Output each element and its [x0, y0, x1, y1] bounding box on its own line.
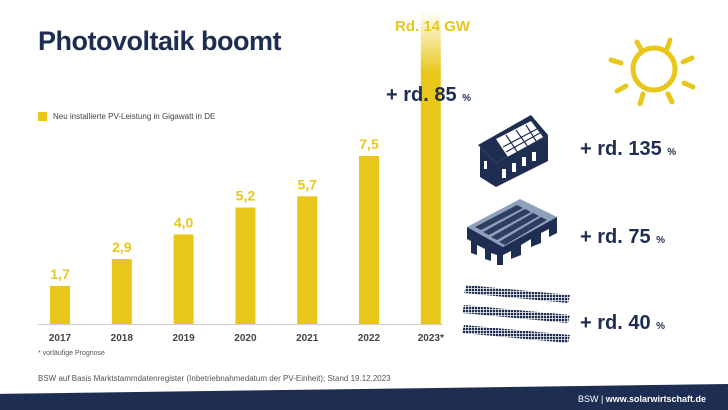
- page-title: Photovoltaik boomt: [38, 26, 282, 56]
- data-label: 4,0: [174, 214, 194, 230]
- data-label: 7,5: [359, 136, 379, 152]
- growth-commercial-value: + rd. 75: [580, 226, 651, 248]
- x-tick-label: 2018: [111, 333, 134, 344]
- footer-org: BSW: [577, 394, 599, 404]
- bar-2022: [359, 156, 379, 324]
- growth-ground: + rd. 40 %: [580, 312, 665, 335]
- data-label: 5,7: [297, 176, 317, 192]
- legend-swatch: [38, 112, 47, 121]
- bar-2020: [235, 207, 256, 324]
- sun-icon: [608, 37, 696, 106]
- x-tick-label: 2019: [172, 333, 195, 344]
- growth-ground-unit: %: [656, 321, 666, 332]
- bar-2021: [297, 196, 318, 324]
- growth-total-unit: %: [462, 93, 472, 104]
- x-tick-label: 2017: [49, 333, 72, 344]
- growth-total-value: + rd. 85: [386, 84, 457, 106]
- x-tick-label: 2023*: [418, 333, 444, 344]
- bar-2017: [50, 285, 70, 324]
- x-tick-label: 2022: [358, 333, 381, 344]
- bar-2018: [111, 259, 132, 324]
- growth-ground-value: + rd. 40: [580, 312, 651, 334]
- bar-2023: [420, 10, 441, 325]
- growth-commercial-unit: %: [656, 235, 666, 246]
- data-label-2023: Rd. 14 GW: [395, 18, 471, 35]
- ground-solar-panels-icon: [462, 285, 570, 343]
- source-note: BSW auf Basis Marktstammdatenregister (I…: [38, 374, 391, 383]
- growth-homes-value: + rd. 135: [580, 138, 662, 160]
- footnote: * vorläufige Prognose: [38, 350, 105, 357]
- commercial-roof-solar-icon: [467, 199, 557, 265]
- growth-homes-unit: %: [667, 147, 677, 158]
- house-solar-icon: [478, 115, 548, 187]
- growth-homes: + rd. 135 %: [580, 138, 676, 161]
- x-tick-label: 2020: [234, 333, 257, 344]
- x-tick-label: 2021: [296, 333, 319, 344]
- footer-text: BSW | www.solarwirtschaft.de: [578, 394, 706, 404]
- footer-separator: |: [598, 394, 606, 404]
- chart-legend: Neu installierte PV-Leistung in Gigawatt…: [38, 112, 215, 121]
- bar-2019: [173, 234, 194, 324]
- footer-link[interactable]: www.solarwirtschaft.de: [605, 394, 706, 404]
- data-label: 1,7: [50, 266, 70, 282]
- legend-label: Neu installierte PV-Leistung in Gigawatt…: [53, 112, 216, 121]
- data-label: 5,2: [236, 188, 256, 204]
- growth-commercial: + rd. 75 %: [580, 226, 665, 249]
- data-label: 2,9: [112, 239, 132, 255]
- growth-total: + rd. 85 %: [386, 84, 471, 107]
